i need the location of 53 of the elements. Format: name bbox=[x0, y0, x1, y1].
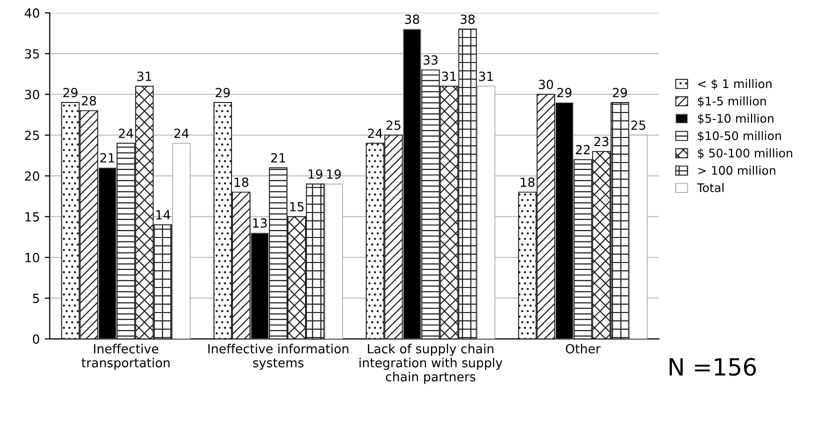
x-tick-label: Lack of supply chain integration with supply chain partners bbox=[360, 344, 502, 384]
data-label: 15 bbox=[290, 202, 304, 212]
legend-label: > 100 million bbox=[698, 166, 776, 175]
bar bbox=[324, 184, 343, 339]
data-label: 31 bbox=[442, 72, 456, 82]
y-tick-label: 20 bbox=[25, 171, 40, 181]
data-label: 28 bbox=[82, 96, 96, 106]
data-label: 31 bbox=[137, 72, 152, 82]
bar bbox=[629, 134, 648, 339]
data-label: 19 bbox=[308, 169, 322, 179]
legend-label: $1-5 million bbox=[698, 96, 766, 108]
x-tick-label: Ineffective information systems bbox=[208, 344, 348, 370]
x-tick-label: Other bbox=[566, 344, 601, 354]
legend-label: $ 50-100 million bbox=[698, 148, 792, 160]
data-label: 29 bbox=[612, 88, 627, 98]
data-label: 13 bbox=[253, 218, 267, 228]
data-label: 29 bbox=[63, 88, 78, 98]
y-tick-label: 30 bbox=[25, 90, 40, 100]
data-label: 24 bbox=[118, 128, 134, 138]
y-tick-label: 10 bbox=[25, 252, 40, 262]
y-tick-label: 15 bbox=[25, 212, 39, 222]
data-label: 24 bbox=[368, 128, 382, 138]
data-label: 38 bbox=[405, 14, 420, 24]
y-tick-label: 0 bbox=[32, 334, 40, 344]
text: N =156 bbox=[670, 358, 756, 376]
y-tick-label: 35 bbox=[25, 49, 39, 59]
legend-label: $10-50 million bbox=[698, 131, 781, 142]
legend-label: Total bbox=[696, 183, 724, 192]
bar bbox=[172, 142, 191, 339]
data-label: 33 bbox=[424, 55, 438, 65]
data-label: 14 bbox=[156, 210, 170, 220]
y-tick-label: 40 bbox=[24, 8, 40, 18]
data-label: 31 bbox=[479, 72, 493, 82]
data-label: 29 bbox=[557, 88, 572, 98]
data-label: 24 bbox=[174, 128, 189, 138]
data-label: 21 bbox=[271, 153, 286, 162]
data-label: 23 bbox=[594, 136, 608, 146]
legend-label: $5-10 million bbox=[698, 114, 774, 124]
y-tick-label: 5 bbox=[33, 294, 39, 304]
data-label: 29 bbox=[216, 88, 230, 98]
data-label: 19 bbox=[327, 169, 341, 179]
data-label: 30 bbox=[538, 80, 554, 90]
data-label: 18 bbox=[234, 178, 248, 187]
bar bbox=[476, 86, 496, 339]
data-label: 22 bbox=[576, 144, 590, 154]
x-tick-label: Ineffective transportation bbox=[82, 344, 170, 370]
y-tick-label: 25 bbox=[25, 130, 39, 140]
data-label: 21 bbox=[100, 153, 114, 162]
legend-label: < $ 1 million bbox=[698, 79, 772, 90]
data-label: 25 bbox=[386, 120, 400, 130]
data-label: 25 bbox=[631, 120, 646, 130]
data-label: 38 bbox=[460, 14, 475, 24]
data-label: 18 bbox=[520, 178, 534, 187]
